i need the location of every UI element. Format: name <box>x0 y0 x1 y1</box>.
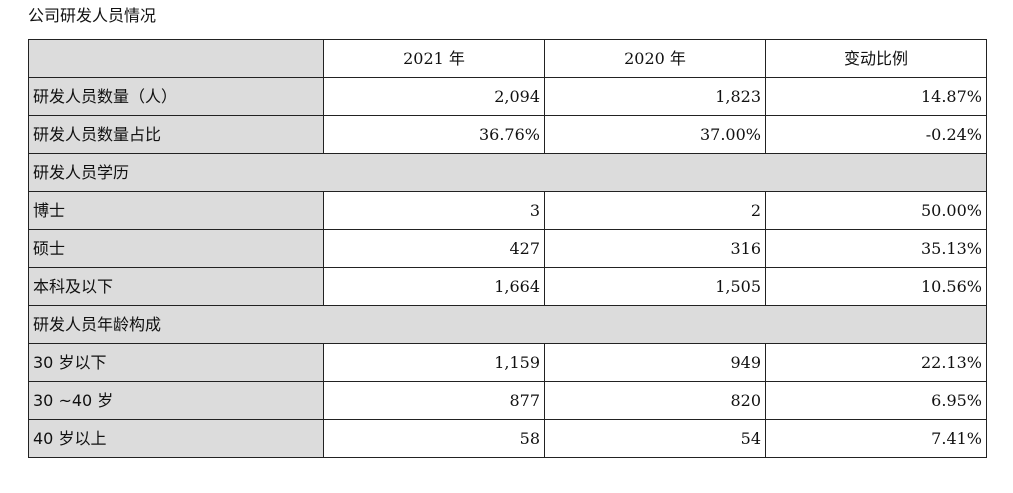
table-row: 本科及以下 1,664 1,505 10.56% <box>28 267 987 306</box>
cell-2020: 2 <box>544 191 766 230</box>
row-label: 博士 <box>28 191 324 230</box>
cell-change: 14.87% <box>765 77 987 116</box>
table-row: 研发人员数量（人） 2,094 1,823 14.87% <box>28 77 987 116</box>
cell-2020: 316 <box>544 229 766 268</box>
cell-2021: 58 <box>323 419 545 458</box>
row-label: 30 ~40 岁 <box>28 381 324 420</box>
page-title: 公司研发人员情况 <box>28 6 157 25</box>
cell-change: 35.13% <box>765 229 987 268</box>
section-label: 研发人员学历 <box>28 153 987 192</box>
header-cell-change: 变动比例 <box>765 39 987 78</box>
table-row: 40 岁以上 58 54 7.41% <box>28 419 987 458</box>
cell-2020: 1,505 <box>544 267 766 306</box>
cell-change: 50.00% <box>765 191 987 230</box>
cell-change: 6.95% <box>765 381 987 420</box>
table-row: 30 岁以下 1,159 949 22.13% <box>28 343 987 382</box>
cell-2021: 1,664 <box>323 267 545 306</box>
cell-2020: 37.00% <box>544 115 766 154</box>
cell-2021: 427 <box>323 229 545 268</box>
section-row: 研发人员学历 <box>28 153 987 192</box>
cell-2020: 54 <box>544 419 766 458</box>
section-label: 研发人员年龄构成 <box>28 305 987 344</box>
header-cell-2021: 2021 年 <box>323 39 545 78</box>
rd-staff-table: 2021 年 2020 年 变动比例 研发人员数量（人） 2,094 1,823… <box>28 39 987 458</box>
cell-2020: 1,823 <box>544 77 766 116</box>
row-label: 研发人员数量占比 <box>28 115 324 154</box>
cell-change: 22.13% <box>765 343 987 382</box>
cell-change: -0.24% <box>765 115 987 154</box>
table-row: 博士 3 2 50.00% <box>28 191 987 230</box>
table-row: 研发人员数量占比 36.76% 37.00% -0.24% <box>28 115 987 154</box>
header-cell-blank <box>28 39 324 78</box>
cell-2021: 3 <box>323 191 545 230</box>
row-label: 30 岁以下 <box>28 343 324 382</box>
table-row: 硕士 427 316 35.13% <box>28 229 987 268</box>
table-row: 30 ~40 岁 877 820 6.95% <box>28 381 987 420</box>
cell-2021: 1,159 <box>323 343 545 382</box>
table-header-row: 2021 年 2020 年 变动比例 <box>28 39 987 78</box>
row-label: 研发人员数量（人） <box>28 77 324 116</box>
cell-change: 10.56% <box>765 267 987 306</box>
row-label: 硕士 <box>28 229 324 268</box>
cell-2021: 2,094 <box>323 77 545 116</box>
row-label: 本科及以下 <box>28 267 324 306</box>
cell-2021: 877 <box>323 381 545 420</box>
cell-change: 7.41% <box>765 419 987 458</box>
cell-2021: 36.76% <box>323 115 545 154</box>
cell-2020: 820 <box>544 381 766 420</box>
header-cell-2020: 2020 年 <box>544 39 766 78</box>
cell-2020: 949 <box>544 343 766 382</box>
section-row: 研发人员年龄构成 <box>28 305 987 344</box>
row-label: 40 岁以上 <box>28 419 324 458</box>
